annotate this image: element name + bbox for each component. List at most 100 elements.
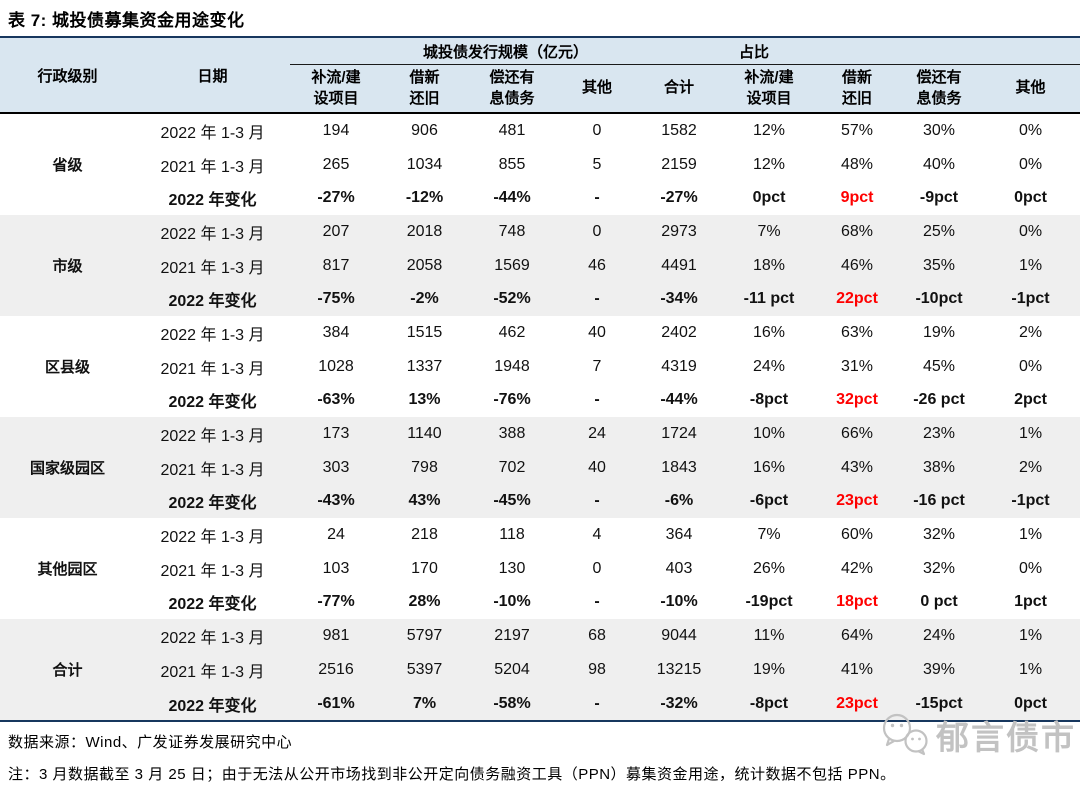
admin-level-cell: 区县级 [0,316,135,418]
value-cell: -27% [290,181,382,216]
date-cell: 2022 年 1-3 月 [135,518,290,552]
value-cell: 66% [817,417,898,451]
value-cell: 40 [557,316,637,350]
admin-level-cell: 国家级园区 [0,417,135,519]
value-cell: 38% [897,450,982,485]
value-cell: -2% [382,282,467,317]
value-cell: -12% [382,181,467,216]
value-cell: -77% [290,585,382,620]
value-cell: 19% [897,316,982,350]
column-header: 借新 还旧 [817,64,898,114]
value-cell: 26% [721,551,818,586]
table-row: 2021 年 1-3 月 817 2058 1569 46 4491 18% 46% 35% 1% [0,248,1080,283]
table-row: 2021 年 1-3 月 2516 5397 5204 98 13215 19% 41% 39%… [0,653,1080,687]
value-cell: 32pct [817,383,898,418]
value-cell: 0 [557,113,637,148]
value-cell: 0% [981,147,1080,182]
value-cell: 1% [981,619,1080,653]
value-cell: 1% [981,248,1080,283]
value-cell: 98 [557,653,637,687]
value-cell: 46% [817,248,898,283]
value-cell: 2159 [637,147,722,182]
value-cell: 103 [290,551,382,586]
value-cell: 0pct [981,181,1080,216]
column-header: 其他 [981,64,1080,114]
value-cell: -26 pct [897,383,982,418]
value-cell: 23pct [817,484,898,519]
value-cell: -15pct [897,686,982,722]
value-cell: 7% [721,215,818,249]
value-cell: 28% [382,585,467,620]
value-cell: 0% [981,113,1080,148]
date-cell: 2021 年 1-3 月 [135,147,290,182]
value-cell: 2058 [382,248,467,283]
table-row: 2022 年变化 -77% 28% -10% - -10% -19pct 18pct 0 pct… [0,585,1080,620]
value-cell: 18pct [817,585,898,620]
header-row-subcolumns: 补流/建 设项目 借新 还旧 偿还有 息债务 其他 合计 补流/建 设项目 借新 还旧 偿还有… [0,64,1080,114]
value-cell: 2% [981,450,1080,485]
date-cell: 2022 年 1-3 月 [135,619,290,653]
group-header-scale: 城投债发行规模（亿元） [290,37,722,65]
table-row: 区县级 2022 年 1-3 月 384 1515 462 40 2402 16% 63% 19%… [0,316,1080,418]
value-cell: 19% [721,653,818,687]
table-row: 2022 年变化 -43% 43% -45% - -6% -6pct 23pct -16 pct… [0,484,1080,519]
value-cell: 40 [557,450,637,485]
date-cell: 2022 年变化 [135,484,290,519]
value-cell: -76% [467,383,557,418]
value-cell: 32% [897,518,982,552]
value-cell: 170 [382,551,467,586]
table-row: 2021 年 1-3 月 265 1034 855 5 2159 12% 48% 40% 0% [0,147,1080,182]
value-cell: 173 [290,417,382,451]
admin-level-cell: 市级 [0,215,135,317]
value-cell: 32% [897,551,982,586]
value-cell: 702 [467,450,557,485]
value-cell: 57% [817,113,898,148]
value-cell: 906 [382,113,467,148]
value-cell: 63% [817,316,898,350]
value-cell: 1569 [467,248,557,283]
value-cell: -75% [290,282,382,317]
table-row: 2022 年变化 -61% 7% -58% - -32% -8pct 23pct -15pct 0… [0,686,1080,722]
value-cell: 18% [721,248,818,283]
value-cell: -10pct [897,282,982,317]
value-cell: 23pct [817,686,898,722]
value-cell: 7% [721,518,818,552]
value-cell: 64% [817,619,898,653]
value-cell: 5797 [382,619,467,653]
value-cell: 25% [897,215,982,249]
column-header: 偿还有 息债务 [467,64,557,114]
value-cell: 462 [467,316,557,350]
value-cell: 981 [290,619,382,653]
value-cell: 0pct [721,181,818,216]
value-cell: 46 [557,248,637,283]
value-cell: - [557,686,637,722]
value-cell: 13215 [637,653,722,687]
table-title: 表 7: 城投债募集资金用途变化 [8,11,245,30]
value-cell: 68% [817,215,898,249]
value-cell: 1% [981,417,1080,451]
value-cell: 364 [637,518,722,552]
value-cell: 24 [557,417,637,451]
value-cell: 23% [897,417,982,451]
value-cell: 9044 [637,619,722,653]
value-cell: 2018 [382,215,467,249]
date-cell: 2021 年 1-3 月 [135,248,290,283]
value-cell: 10% [721,417,818,451]
value-cell: 16% [721,450,818,485]
value-cell: 130 [467,551,557,586]
date-cell: 2021 年 1-3 月 [135,349,290,384]
value-cell: 798 [382,450,467,485]
table-row: 2022 年变化 -27% -12% -44% - -27% 0pct 9pct -9pct 0p… [0,181,1080,216]
date-cell: 2022 年 1-3 月 [135,417,290,451]
value-cell: 40% [897,147,982,182]
date-cell: 2021 年 1-3 月 [135,450,290,485]
value-cell: -58% [467,686,557,722]
value-cell: 12% [721,147,818,182]
value-cell: 9pct [817,181,898,216]
value-cell: 1pct [981,585,1080,620]
value-cell: 0 pct [897,585,982,620]
value-cell: 2pct [981,383,1080,418]
value-cell: -1pct [981,282,1080,317]
date-cell: 2022 年 1-3 月 [135,316,290,350]
